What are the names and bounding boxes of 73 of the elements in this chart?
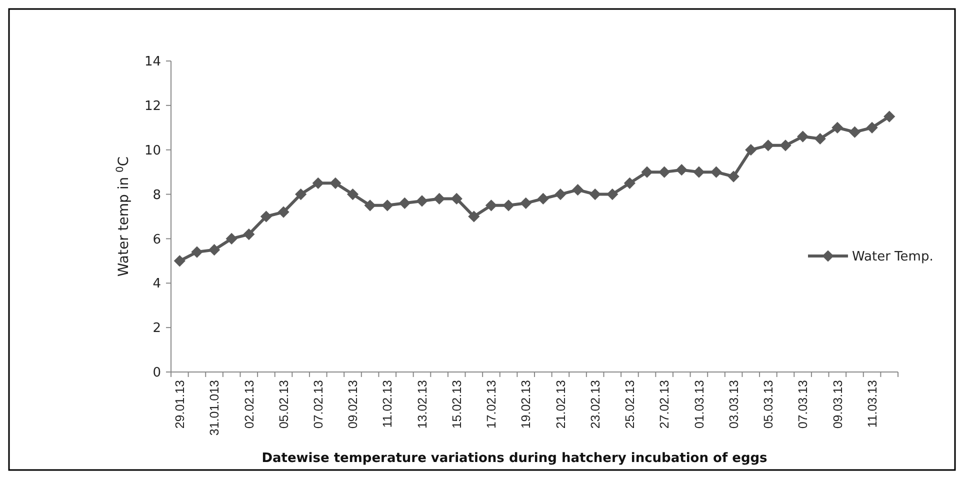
point (382, 200, 394, 212)
y-tick-label: 2 (152, 321, 161, 336)
y-tick-label: 6 (152, 232, 161, 248)
x-tick-label: 27.02.13 (658, 380, 672, 429)
x-tick-label: 21.02.13 (554, 380, 568, 429)
point (676, 164, 688, 176)
point (884, 110, 896, 122)
point (848, 126, 861, 138)
point (416, 195, 428, 207)
point (589, 188, 601, 200)
point (780, 140, 792, 152)
x-tick-label: 29.01.13 (173, 380, 188, 429)
point (312, 177, 324, 189)
x-tick-label: 02.02.13 (242, 380, 256, 429)
x-tick-label: 17.02.13 (484, 380, 499, 429)
point (554, 188, 566, 200)
x-tick-label: 25.02.13 (623, 380, 638, 429)
x-tick-label: 11.03.13 (865, 380, 880, 428)
point (745, 144, 757, 156)
point (624, 177, 636, 189)
y-tick-label: 14 (144, 54, 161, 70)
x-axis-title: Datewise temperature variations during hatchery incubation of eggs (262, 451, 768, 466)
point (226, 232, 238, 245)
x-tick-label: 15.02.13 (450, 380, 464, 429)
point (346, 188, 359, 200)
point (866, 122, 878, 134)
x-tick-label: 13.02.13 (415, 380, 430, 429)
point (295, 188, 307, 200)
point (502, 200, 514, 212)
x-tick-label: 31.01.013 (208, 380, 222, 436)
x-tick-label: 07.02.13 (312, 380, 326, 429)
x-tick-label: 11.02.13 (380, 380, 395, 428)
x-tick-label: 01.03.13 (692, 380, 706, 429)
legend-label: Water Temp. (852, 250, 934, 265)
point (364, 200, 376, 212)
point (832, 122, 844, 134)
point (796, 130, 809, 142)
point (468, 210, 480, 222)
point (693, 166, 705, 178)
point (260, 210, 272, 222)
x-tick-label: 03.03.13 (726, 380, 741, 429)
point (641, 166, 653, 178)
y-tick-label: 10 (144, 143, 161, 158)
y-tick-label: 4 (152, 276, 161, 292)
x-tick-label: 09.02.13 (346, 380, 360, 429)
point (606, 188, 618, 200)
point (208, 244, 220, 256)
point (728, 170, 740, 182)
point (398, 197, 410, 209)
x-tick-label: 05.03.13 (762, 380, 776, 429)
point (278, 206, 290, 218)
point (330, 177, 342, 189)
point (520, 197, 532, 209)
y-tick-label: 12 (144, 98, 161, 114)
point (814, 132, 826, 145)
y-tick-label: 0 (152, 366, 161, 381)
point (710, 166, 722, 178)
x-tick-label: 09.03.13 (830, 380, 845, 429)
point (450, 192, 462, 205)
point (433, 192, 446, 205)
point (658, 166, 670, 178)
point (537, 192, 549, 205)
point (191, 246, 203, 258)
y-tick-label: 8 (152, 188, 161, 203)
point (762, 140, 774, 152)
point (174, 255, 186, 267)
point (485, 200, 498, 212)
x-tick-label: 23.02.13 (588, 380, 602, 429)
x-tick-label: 19.02.13 (519, 380, 534, 429)
x-tick-label: 07.03.13 (796, 380, 810, 429)
point (572, 184, 584, 196)
x-tick-label: 05.02.13 (276, 380, 291, 429)
point (243, 228, 255, 240)
